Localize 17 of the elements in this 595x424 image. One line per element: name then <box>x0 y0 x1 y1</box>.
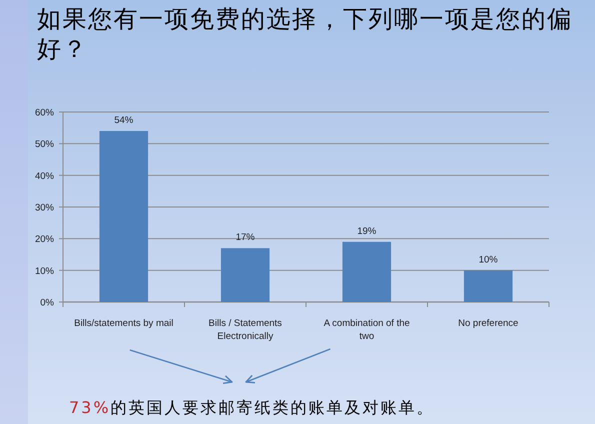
data-label: 17% <box>236 232 256 244</box>
y-tick-label: 20% <box>34 234 55 246</box>
y-tick-label: 60% <box>34 108 55 118</box>
y-tick-label: 10% <box>34 266 55 277</box>
chart-title: 如果您有一项免费的选择，下列哪一项是您的偏好？ <box>37 4 574 64</box>
text: 73%的英国人要求邮寄纸类的账单及对账单。 <box>69 397 435 419</box>
x-tick-label: Bills / Statements Electronically <box>208 318 282 342</box>
data-label: 10% <box>478 254 498 266</box>
y-tick-label: 0% <box>40 298 55 308</box>
y-tick-label: 40% <box>34 170 55 182</box>
y-tick-label: 50% <box>34 139 55 150</box>
y-tick-label: 30% <box>34 202 55 214</box>
data-label: 19% <box>357 226 377 237</box>
x-tick-label: No preference <box>458 318 518 329</box>
x-tick-label: A combination of the two <box>324 318 410 342</box>
x-tick-label: Bills/statements by mail <box>74 318 174 329</box>
data-label: 54% <box>114 115 134 126</box>
